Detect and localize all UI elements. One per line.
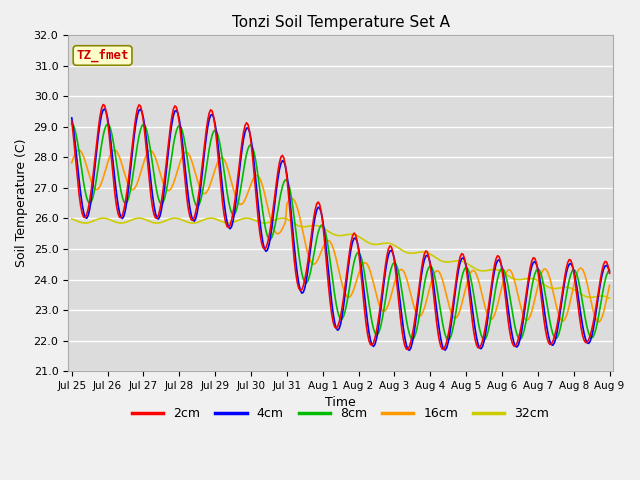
Y-axis label: Soil Temperature (C): Soil Temperature (C): [15, 139, 28, 267]
16cm: [170, 181, 177, 187]
32cm: [83, 220, 90, 226]
32cm: [170, 216, 177, 221]
16cm: [376, 302, 383, 308]
Line: 8cm: 8cm: [72, 124, 609, 340]
2cm: [407, 339, 415, 345]
32cm: [394, 244, 401, 250]
2cm: [170, 107, 177, 112]
32cm: [68, 216, 76, 222]
Legend: 2cm, 4cm, 8cm, 16cm, 32cm: 2cm, 4cm, 8cm, 16cm, 32cm: [127, 402, 554, 425]
16cm: [605, 282, 613, 288]
4cm: [394, 276, 401, 282]
4cm: [100, 106, 108, 112]
32cm: [406, 250, 413, 256]
2cm: [394, 286, 401, 291]
2cm: [99, 102, 107, 108]
Line: 16cm: 16cm: [72, 150, 609, 322]
4cm: [376, 317, 383, 323]
4cm: [170, 113, 177, 119]
8cm: [392, 261, 400, 267]
Line: 4cm: 4cm: [72, 109, 609, 350]
32cm: [376, 241, 383, 247]
4cm: [83, 216, 90, 221]
8cm: [68, 121, 76, 127]
8cm: [541, 291, 549, 297]
2cm: [605, 270, 613, 276]
2cm: [83, 212, 90, 217]
8cm: [168, 152, 175, 158]
2cm: [543, 334, 550, 340]
4cm: [543, 324, 550, 330]
X-axis label: Time: Time: [325, 396, 356, 409]
2cm: [68, 118, 76, 124]
Title: Tonzi Soil Temperature Set A: Tonzi Soil Temperature Set A: [232, 15, 450, 30]
2cm: [376, 309, 383, 315]
4cm: [407, 345, 415, 351]
2cm: [404, 347, 412, 352]
8cm: [605, 267, 613, 273]
32cm: [605, 295, 613, 301]
16cm: [394, 271, 401, 277]
4cm: [68, 115, 76, 121]
16cm: [76, 147, 83, 153]
8cm: [404, 325, 412, 331]
32cm: [541, 283, 549, 288]
16cm: [84, 168, 92, 174]
16cm: [68, 160, 76, 166]
Line: 32cm: 32cm: [72, 218, 609, 298]
Line: 2cm: 2cm: [72, 105, 609, 349]
4cm: [605, 269, 613, 275]
Text: TZ_fmet: TZ_fmet: [76, 49, 129, 62]
8cm: [374, 331, 382, 337]
8cm: [444, 337, 452, 343]
16cm: [406, 286, 413, 292]
32cm: [99, 216, 107, 221]
4cm: [406, 348, 413, 353]
16cm: [595, 319, 603, 325]
8cm: [83, 195, 90, 201]
16cm: [541, 266, 549, 272]
